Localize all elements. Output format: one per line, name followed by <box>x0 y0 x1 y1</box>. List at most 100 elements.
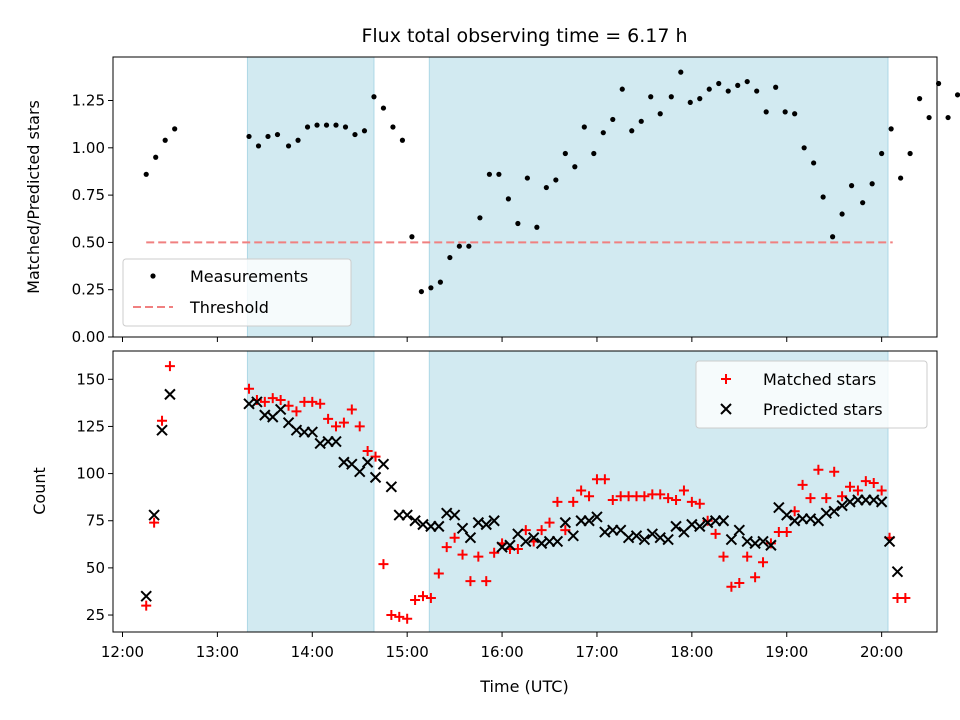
matched-star-point <box>576 485 587 496</box>
predicted-star-point <box>385 481 398 493</box>
matched-star-point <box>837 491 848 502</box>
matched-star-point <box>338 417 349 428</box>
y-tick-label: 50 <box>86 559 105 577</box>
matched-star-point <box>149 517 160 528</box>
measurement-point <box>898 175 904 181</box>
matched-star-point <box>900 593 911 604</box>
matched-star-point <box>750 572 761 583</box>
measurement-point <box>619 86 625 92</box>
y-tick-label: 25 <box>86 606 105 624</box>
measurement-point <box>274 131 281 138</box>
y-tick-label: 1.00 <box>72 139 105 157</box>
matched-star-point <box>781 527 792 538</box>
matched-star-point <box>473 551 484 562</box>
matched-star-point <box>425 593 436 604</box>
predicted-star-point <box>828 505 840 518</box>
measurement-point <box>323 122 330 128</box>
predicted-star-point <box>717 515 730 527</box>
y-tick-label: 0.00 <box>72 328 105 346</box>
measurement-point <box>352 131 358 138</box>
matched-star-point <box>544 517 555 528</box>
matched-star-point <box>655 489 666 500</box>
matched-star-point <box>465 576 476 587</box>
x-tick-label: 18:00 <box>670 643 713 661</box>
measurement-point <box>477 215 483 221</box>
measurement-point <box>342 124 349 130</box>
measurement-point <box>610 116 616 123</box>
axes-frame-0 <box>112 56 938 338</box>
matched-star-point <box>552 496 563 507</box>
matched-star-point <box>742 551 753 562</box>
legend-marker-matched <box>721 374 731 384</box>
matched-star-point <box>164 361 175 372</box>
measurement-point <box>534 224 540 230</box>
measurement-point <box>687 99 693 106</box>
matched-star-point <box>868 478 879 489</box>
matched-star-point <box>852 485 863 496</box>
measurement-point <box>456 243 462 249</box>
measurement-point <box>486 171 493 177</box>
matched-star-point <box>718 551 729 562</box>
shaded-interval-1 <box>429 57 888 337</box>
y-tick-label: 125 <box>76 417 105 435</box>
predicted-star-point <box>765 539 777 551</box>
matched-star-point <box>410 594 421 605</box>
matched-star-point <box>821 493 832 504</box>
y-tick-label: 0.25 <box>72 281 105 299</box>
measurement-point <box>447 254 453 261</box>
measurement-point <box>505 196 511 202</box>
matched-star-point <box>813 464 824 475</box>
measurement-point <box>735 82 741 88</box>
measurement-point <box>591 150 597 157</box>
chart-title: Flux total observing time = 6.17 h <box>361 25 687 47</box>
matched-star-point <box>686 496 697 507</box>
matched-star-point <box>607 494 618 505</box>
matched-star-point <box>726 581 737 592</box>
legend-marker-predicted <box>720 403 732 415</box>
measurement-point <box>716 80 722 87</box>
measurement-point <box>926 114 932 121</box>
predicted-star-point <box>156 424 168 436</box>
predicted-star-point <box>456 522 469 534</box>
measurement-point <box>581 124 587 130</box>
matched-star-point <box>536 525 547 536</box>
matched-star-point <box>433 568 444 579</box>
measurement-point <box>744 78 750 85</box>
measurement-point <box>848 183 855 189</box>
matched-star-point <box>599 474 610 485</box>
matched-star-point <box>765 538 776 549</box>
matched-star-point <box>758 557 769 568</box>
matched-star-point <box>797 479 808 490</box>
measurement-point <box>255 143 262 149</box>
measurement-point <box>811 160 817 166</box>
measurement-point <box>907 150 913 157</box>
measurement-point <box>390 124 396 130</box>
measurement-point <box>917 96 923 102</box>
x-tick-label: 15:00 <box>386 643 429 661</box>
top-y-axis-label: Matched/Predicted stars <box>24 100 43 294</box>
predicted-star-point <box>630 530 643 542</box>
measurement-point <box>888 126 894 132</box>
measurement-point <box>153 154 159 160</box>
matched-star-point <box>323 413 334 424</box>
matched-star-point <box>291 406 302 417</box>
predicted-star-point <box>274 403 287 416</box>
matched-star-point <box>702 515 713 526</box>
predicted-star-point <box>591 511 603 523</box>
measurement-point <box>648 94 654 100</box>
matched-star-point <box>141 600 152 611</box>
measurement-point <box>524 175 530 181</box>
predicted-star-point <box>567 530 579 542</box>
matched-star-point <box>860 476 871 487</box>
predicted-star-point <box>377 458 390 470</box>
y-tick-label: 150 <box>76 370 105 388</box>
matched-star-point <box>386 610 397 621</box>
matched-star-point <box>584 491 595 502</box>
predicted-star-point <box>638 533 651 546</box>
predicted-star-point <box>527 531 540 544</box>
predicted-star-point <box>369 471 382 484</box>
matched-star-point <box>449 532 460 543</box>
x-axis-label: Time (UTC) <box>479 677 568 696</box>
predicted-star-point <box>306 426 318 438</box>
